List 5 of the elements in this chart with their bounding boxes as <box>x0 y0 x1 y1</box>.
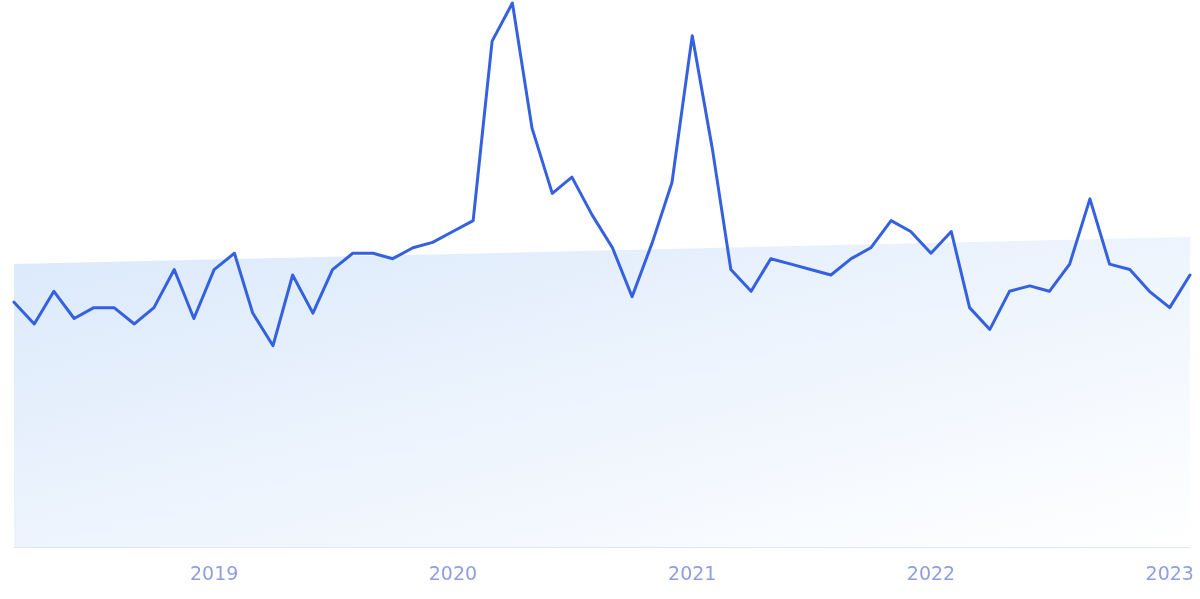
x-tick-label: 2021 <box>668 561 717 584</box>
x-tick-label: 2022 <box>906 561 956 584</box>
x-tick-label: 2020 <box>428 561 478 584</box>
x-tick-label: 2023 <box>1145 561 1194 584</box>
x-tick-label: 2019 <box>189 561 239 584</box>
